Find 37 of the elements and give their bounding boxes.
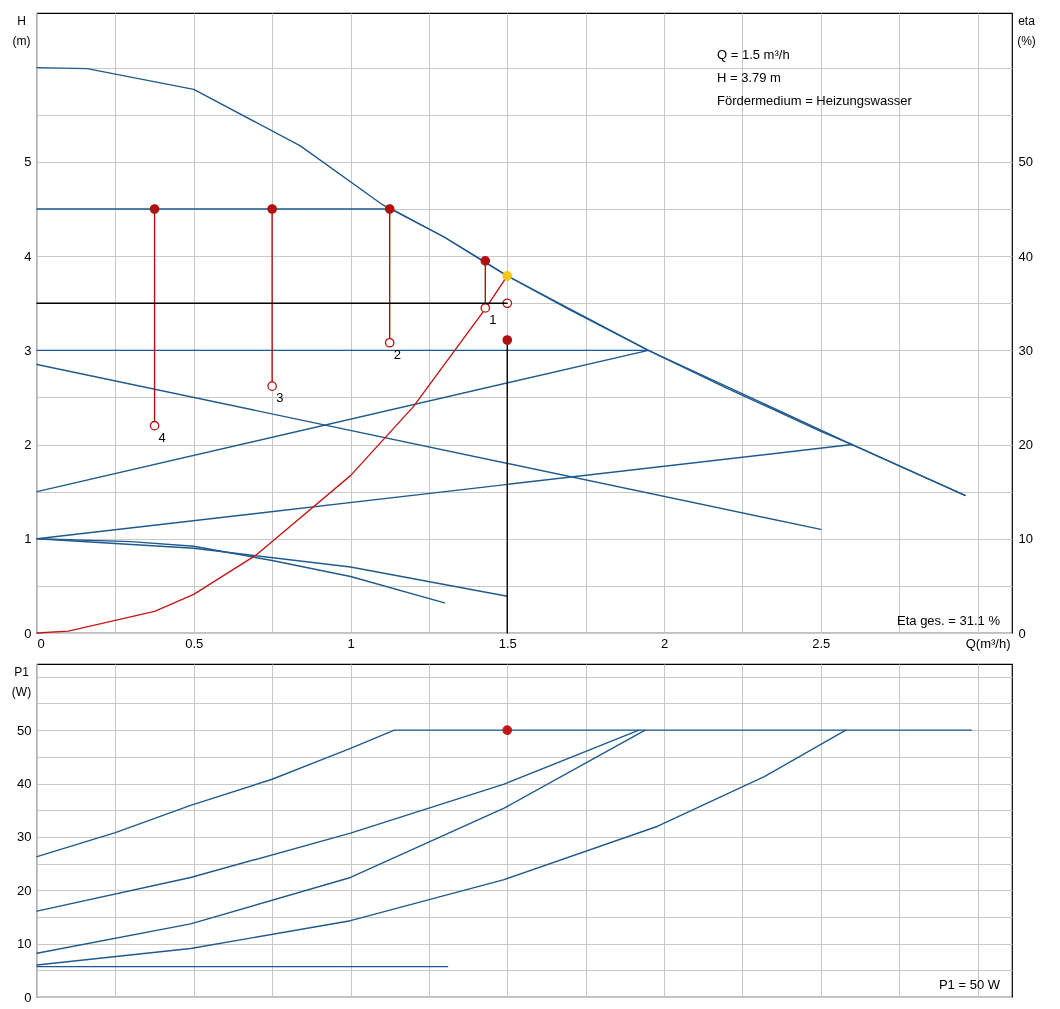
y-tick-label: 50 xyxy=(17,722,32,738)
y2-tick-label: 50 xyxy=(1018,154,1033,170)
x-axis-title: Q(m³/h) xyxy=(965,635,1011,651)
y-tick-label: 3 xyxy=(24,342,32,358)
annotation: P1 = 50 W xyxy=(938,977,1001,992)
x-tick-label: 2 xyxy=(660,635,669,651)
y-axis-title: H (m) xyxy=(12,13,31,48)
y-tick-label: 30 xyxy=(17,829,32,845)
annotation: Fördermedium = Heizungswasser xyxy=(717,93,913,108)
y-tick-label: 2 xyxy=(24,437,32,453)
y-tick-label: 0 xyxy=(24,989,32,1005)
annotation: H = 3.79 m xyxy=(717,70,781,85)
y-axis-title: P1 (W) xyxy=(11,664,32,699)
annotation: 4 xyxy=(158,429,166,445)
x-tick-label: 1 xyxy=(347,635,355,651)
y-tick-label: 1 xyxy=(24,531,32,547)
x-tick-label: 1.5 xyxy=(498,635,517,651)
annotation: 3 xyxy=(276,390,284,406)
y2-tick-label: 40 xyxy=(1018,248,1033,264)
y-tick-label: 4 xyxy=(24,248,32,264)
y-tick-label: 0 xyxy=(24,625,32,641)
annotation: Q = 1.5 m³/h xyxy=(717,47,790,62)
y2-tick-label: 0 xyxy=(1018,625,1026,641)
y-tick-label: 10 xyxy=(17,936,32,952)
x-tick-label: 2.5 xyxy=(812,635,831,651)
y-tick-label: 40 xyxy=(17,776,32,792)
y2-axis-title: eta (%) xyxy=(1017,13,1036,48)
x-tick-label: 0 xyxy=(37,635,45,651)
annotation: 1 xyxy=(489,311,497,327)
y2-tick-label: 10 xyxy=(1018,531,1033,547)
annotation: Eta ges. = 31.1 % xyxy=(897,613,1001,628)
x-tick-label: 0.5 xyxy=(185,635,204,651)
annotation: 2 xyxy=(393,346,401,362)
y-tick-label: 20 xyxy=(17,882,32,898)
y2-tick-label: 30 xyxy=(1018,342,1033,358)
y-tick-label: 5 xyxy=(24,154,32,170)
y2-tick-label: 20 xyxy=(1018,437,1033,453)
